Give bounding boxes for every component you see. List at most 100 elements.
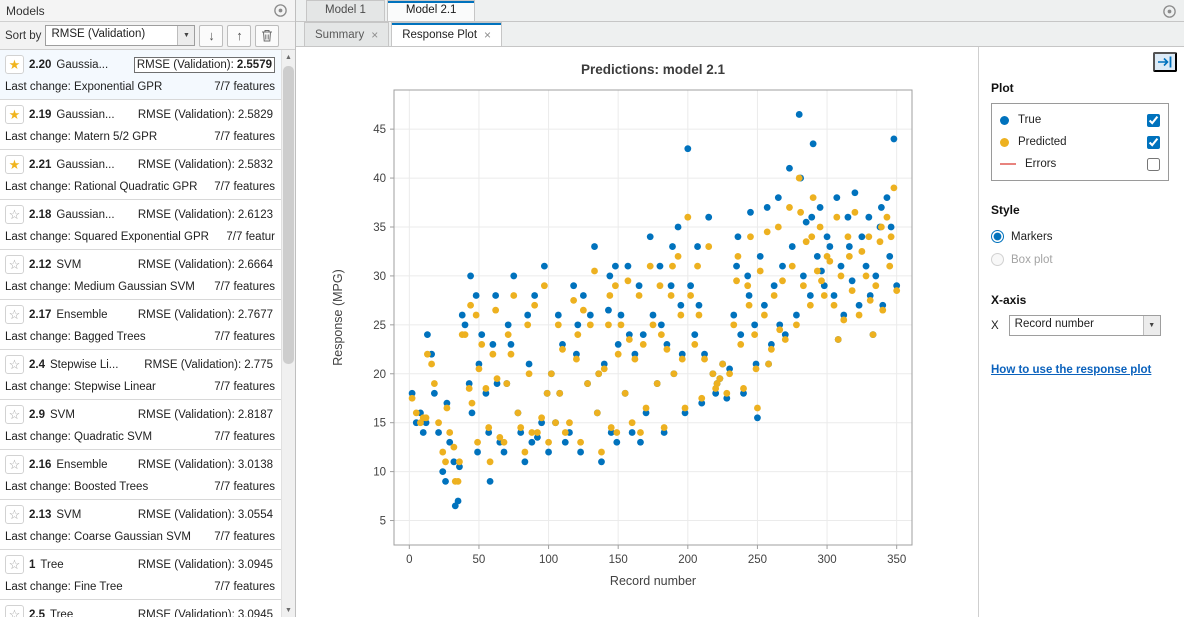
x-variable-dropdown[interactable]: Record number ▼: [1008, 315, 1161, 336]
sort-by-value: RMSE (Validation): [51, 28, 146, 40]
scroll-down-button[interactable]: ▼: [282, 603, 295, 617]
legend-box: True Predicted Errors: [991, 103, 1169, 181]
rmse-value: 3.0554: [237, 508, 273, 521]
model-type: Tree: [50, 608, 74, 617]
rmse-label: RMSE (Validation):: [137, 208, 235, 221]
model-last-change: Last change: Squared Exponential GPR: [5, 231, 209, 243]
model-id: 2.18: [29, 208, 52, 221]
models-scrollbar[interactable]: ▲ ▼: [281, 50, 295, 617]
errors-visibility-checkbox[interactable]: [1147, 157, 1160, 171]
close-icon[interactable]: ×: [484, 27, 492, 42]
model-list-item[interactable]: ☆ 2.18 Gaussian... RMSE (Validation): 2.6123…: [0, 200, 281, 250]
sort-descending-button[interactable]: ↓: [199, 24, 224, 47]
model-list-item[interactable]: ★ 2.19 Gaussian... RMSE (Validation): 2.5829…: [0, 100, 281, 150]
model-type: Gaussian...: [56, 208, 115, 221]
model-features-count: 7/7 features: [214, 81, 275, 93]
scrollbar-track[interactable]: [282, 64, 295, 603]
plot-controls-panel: Plot True Predicted Errors Style Markers Bo…: [978, 47, 1184, 617]
svg-text:0: 0: [406, 554, 412, 566]
errors-marker-icon: [1000, 163, 1016, 165]
model-list-item[interactable]: ★ 2.20 Gaussia... RMSE (Validation): 2.5579 L…: [0, 50, 281, 100]
model-last-change: Last change: Medium Gaussian SVM: [5, 281, 195, 293]
star-filled-icon[interactable]: ★: [5, 105, 24, 124]
svg-text:200: 200: [678, 554, 697, 566]
xaxis-row: X Record number ▼: [991, 315, 1172, 336]
predicted-visibility-checkbox[interactable]: [1147, 135, 1160, 149]
model-features-count: 7/7 featur: [226, 231, 275, 243]
star-empty-icon[interactable]: ☆: [5, 255, 24, 274]
model-rmse: RMSE (Validation): 2.6664: [136, 258, 275, 272]
model-features-count: 7/7 features: [214, 431, 275, 443]
svg-text:50: 50: [473, 554, 486, 566]
rmse-label: RMSE (Validation):: [137, 108, 235, 121]
document-actions-button[interactable]: [1160, 2, 1178, 20]
sort-by-dropdown[interactable]: RMSE (Validation) ▼: [45, 25, 196, 46]
doc-tab-summary[interactable]: Summary ×: [304, 22, 390, 46]
model-type: Gaussian...: [56, 108, 115, 121]
rmse-label: RMSE (Validation):: [136, 58, 234, 71]
star-empty-icon[interactable]: ☆: [5, 355, 24, 374]
true-visibility-checkbox[interactable]: [1147, 113, 1160, 127]
model-list-item[interactable]: ☆ 2.5 Tree RMSE (Validation): 3.0945: [0, 600, 281, 617]
gear-icon: [1162, 4, 1176, 18]
svg-text:30: 30: [373, 271, 386, 283]
model-type: Ensemble: [56, 458, 108, 471]
model-id: 2.19: [29, 108, 52, 121]
model-list-item[interactable]: ☆ 2.17 Ensemble RMSE (Validation): 2.7677 Las…: [0, 300, 281, 350]
rmse-label: RMSE (Validation):: [137, 258, 235, 271]
star-empty-icon[interactable]: ☆: [5, 205, 24, 224]
sort-ascending-button[interactable]: ↑: [227, 24, 252, 47]
star-empty-icon[interactable]: ☆: [5, 305, 24, 324]
model-list-item[interactable]: ☆ 2.9 SVM RMSE (Validation): 2.8187 Last chan…: [0, 400, 281, 450]
svg-text:35: 35: [373, 222, 386, 234]
style-option-markers: Markers: [991, 225, 1172, 248]
sort-ascending-icon: ↑: [236, 28, 243, 43]
model-rmse: RMSE (Validation): 2.5829: [136, 108, 275, 122]
scroll-up-button[interactable]: ▲: [282, 50, 295, 64]
star-empty-icon[interactable]: ☆: [5, 405, 24, 424]
scrollbar-thumb[interactable]: [283, 66, 294, 364]
svg-text:350: 350: [887, 554, 906, 566]
true-marker-icon: [1000, 115, 1009, 125]
rmse-label: RMSE (Validation):: [137, 558, 235, 571]
model-tabs: Model 1 Model 2.1: [296, 0, 1184, 22]
models-panel-actions-button[interactable]: [271, 2, 289, 20]
close-icon[interactable]: ×: [371, 27, 379, 42]
models-panel-header: Models: [0, 0, 295, 22]
tick-marks: [390, 128, 898, 549]
model-last-change: Last change: Coarse Gaussian SVM: [5, 531, 192, 543]
rmse-label: RMSE (Validation):: [144, 358, 242, 371]
star-empty-icon[interactable]: ☆: [5, 455, 24, 474]
model-last-change: Last change: Boosted Trees: [5, 481, 149, 493]
model-type: Ensemble: [56, 308, 108, 321]
model-list-item[interactable]: ★ 2.21 Gaussian... RMSE (Validation): 2.5832…: [0, 150, 281, 200]
delete-model-button[interactable]: [255, 24, 280, 47]
model-id: 2.4: [29, 358, 45, 371]
star-empty-icon[interactable]: ☆: [5, 505, 24, 524]
markers-radio[interactable]: [991, 230, 1004, 243]
star-empty-icon[interactable]: ☆: [5, 605, 24, 617]
response-plot-help-link[interactable]: How to use the response plot: [991, 364, 1152, 376]
star-filled-icon[interactable]: ★: [5, 55, 24, 74]
model-features-count: 7/7 features: [214, 581, 275, 593]
export-plot-button[interactable]: [1153, 52, 1177, 72]
x-tick-labels: 0 50 100 150 200 250 300 350: [406, 554, 906, 566]
style-options: Markers Box plot: [991, 225, 1172, 271]
star-filled-icon[interactable]: ★: [5, 155, 24, 174]
model-list-item[interactable]: ☆ 2.16 Ensemble RMSE (Validation): 3.0138 Las…: [0, 450, 281, 500]
rmse-value: 2.6664: [237, 258, 273, 271]
tab-model-2-1[interactable]: Model 2.1: [386, 0, 476, 21]
box-plot-radio[interactable]: [991, 253, 1004, 266]
model-list-item[interactable]: ☆ 2.13 SVM RMSE (Validation): 3.0554 Last cha…: [0, 500, 281, 550]
rmse-value: 3.0945: [237, 558, 273, 571]
tab-model-1[interactable]: Model 1: [306, 0, 385, 21]
star-empty-icon[interactable]: ☆: [5, 555, 24, 574]
doc-tab-response-plot[interactable]: Response Plot ×: [391, 22, 503, 46]
model-list-item[interactable]: ☆ 1 Tree RMSE (Validation): 3.0945 Last chang…: [0, 550, 281, 600]
predicted-marker-icon: [1000, 137, 1009, 147]
model-list-item[interactable]: ☆ 2.4 Stepwise Li... RMSE (Validation): 2.77…: [0, 350, 281, 400]
model-features-count: 7/7 features: [214, 281, 275, 293]
model-id: 2.12: [29, 258, 52, 271]
model-list-item[interactable]: ☆ 2.12 SVM RMSE (Validation): 2.6664 Last cha…: [0, 250, 281, 300]
rmse-label: RMSE (Validation):: [137, 458, 235, 471]
